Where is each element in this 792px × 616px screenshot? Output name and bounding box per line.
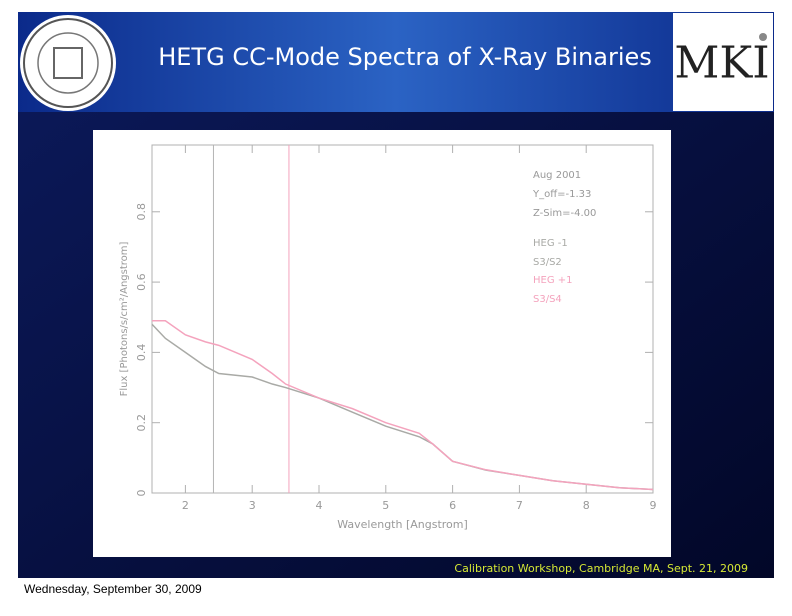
y-tick-label: 0 xyxy=(135,490,148,497)
x-axis-label: Wavelength [Angstrom] xyxy=(337,518,468,531)
x-tick-label: 4 xyxy=(316,499,323,512)
annotation: Z-Sim=-4.00 xyxy=(533,208,596,219)
x-tick-label: 9 xyxy=(650,499,657,512)
footer: Calibration Workshop, Cambridge MA, Sept… xyxy=(454,562,748,575)
y-tick-label: 0.4 xyxy=(135,344,148,362)
x-tick-label: 2 xyxy=(182,499,189,512)
legend-label: HEG -1 xyxy=(533,238,568,249)
chart-panel xyxy=(93,130,671,557)
chart: 2 3 4 5 6 7 8 9 0 0.2 0.4 0.6 0.8 Wavelength [Angstro… xyxy=(119,144,657,531)
legend-detector: S3/S4 xyxy=(533,294,562,305)
x-tick-label: 5 xyxy=(382,499,389,512)
x-tick-label: 6 xyxy=(449,499,456,512)
mki-logo: MKI xyxy=(673,13,773,111)
annotation: Aug 2001 xyxy=(533,170,581,181)
header xyxy=(18,12,774,112)
y-tick-label: 0.6 xyxy=(135,273,148,291)
y-axis-label: Flux [Photons/s/cm²/Angstrom] xyxy=(119,242,130,397)
x-tick-label: 3 xyxy=(249,499,256,512)
plot-frame xyxy=(151,144,654,494)
y-tick-label: 0.8 xyxy=(135,203,148,221)
legend-label: HEG +1 xyxy=(533,275,573,286)
slide-title: HETG CC-Mode Spectra of X-Ray Binaries xyxy=(158,43,652,71)
y-tick-label: 0.2 xyxy=(135,414,148,432)
annotation: Y_off=-1.33 xyxy=(532,189,591,200)
svg-text:MKI: MKI xyxy=(674,38,769,89)
date: Wednesday, September 30, 2009 xyxy=(24,582,202,596)
mit-seal xyxy=(20,15,116,111)
series-line xyxy=(152,320,654,491)
legend-detector: S3/S2 xyxy=(533,257,562,268)
x-tick-label: 7 xyxy=(516,499,523,512)
x-tick-label: 8 xyxy=(583,499,590,512)
